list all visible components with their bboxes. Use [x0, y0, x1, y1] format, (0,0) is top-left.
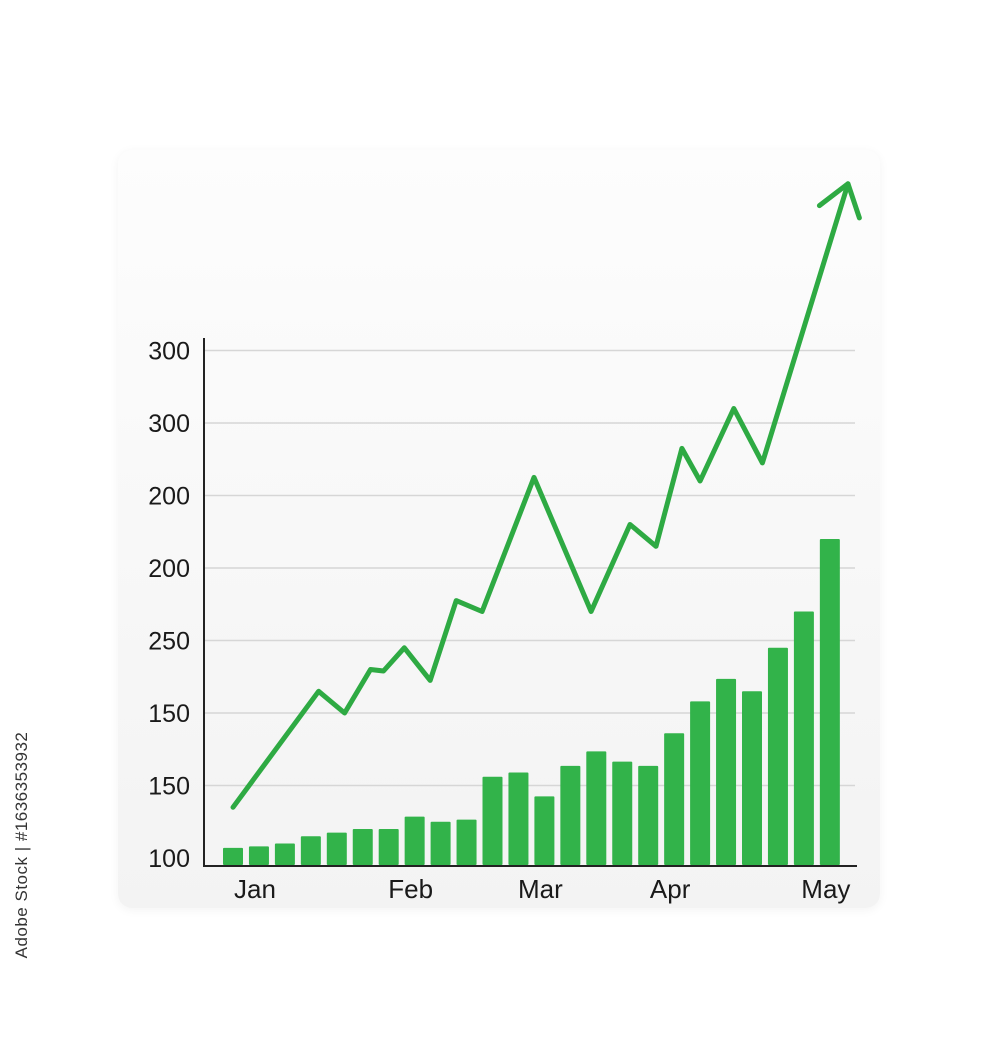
- y-tick-label: 200: [148, 483, 190, 511]
- bar: [794, 612, 814, 866]
- bar: [379, 829, 399, 865]
- bar: [586, 751, 606, 865]
- bar: [690, 701, 710, 865]
- y-tick-label: 300: [148, 338, 190, 366]
- y-tick-label: 150: [148, 700, 190, 728]
- x-tick-label: May: [801, 874, 850, 904]
- bar: [560, 766, 580, 865]
- side-watermark-text: Adobe Stock | #1636353932: [12, 640, 42, 1050]
- bar: [742, 691, 762, 865]
- bar: [275, 844, 295, 866]
- bar-series: [223, 539, 840, 865]
- bar: [249, 846, 269, 865]
- bar: [483, 777, 503, 865]
- bar: [612, 762, 632, 865]
- x-tick-label: Apr: [650, 874, 691, 904]
- bar: [353, 829, 373, 865]
- bar: [223, 848, 243, 865]
- x-tick-label: Feb: [388, 874, 433, 904]
- y-axis-ticks: 100 150 150 250 200 200 300 300: [148, 338, 190, 874]
- y-tick-label: 250: [148, 628, 190, 656]
- y-tick-label: 300: [148, 410, 190, 438]
- bar: [405, 817, 425, 865]
- bar: [820, 539, 840, 865]
- bar: [716, 679, 736, 865]
- bar: [534, 796, 554, 865]
- bar: [638, 766, 658, 865]
- bar: [457, 820, 477, 865]
- bar: [327, 833, 347, 865]
- bar: [508, 772, 528, 865]
- bar: [301, 836, 321, 865]
- bar: [768, 648, 788, 865]
- bar: [664, 733, 684, 865]
- bar: [431, 822, 451, 865]
- y-tick-label: 100: [148, 845, 190, 873]
- x-tick-label: Jan: [234, 874, 276, 904]
- growth-chart: 100 150 150 250 200 200 300 300 Jan Feb Mar Apr May: [0, 0, 1000, 1000]
- x-axis-ticks: Jan Feb Mar Apr May: [234, 874, 850, 904]
- y-tick-label: 200: [148, 555, 190, 583]
- y-tick-label: 150: [148, 773, 190, 801]
- x-tick-label: Mar: [518, 874, 563, 904]
